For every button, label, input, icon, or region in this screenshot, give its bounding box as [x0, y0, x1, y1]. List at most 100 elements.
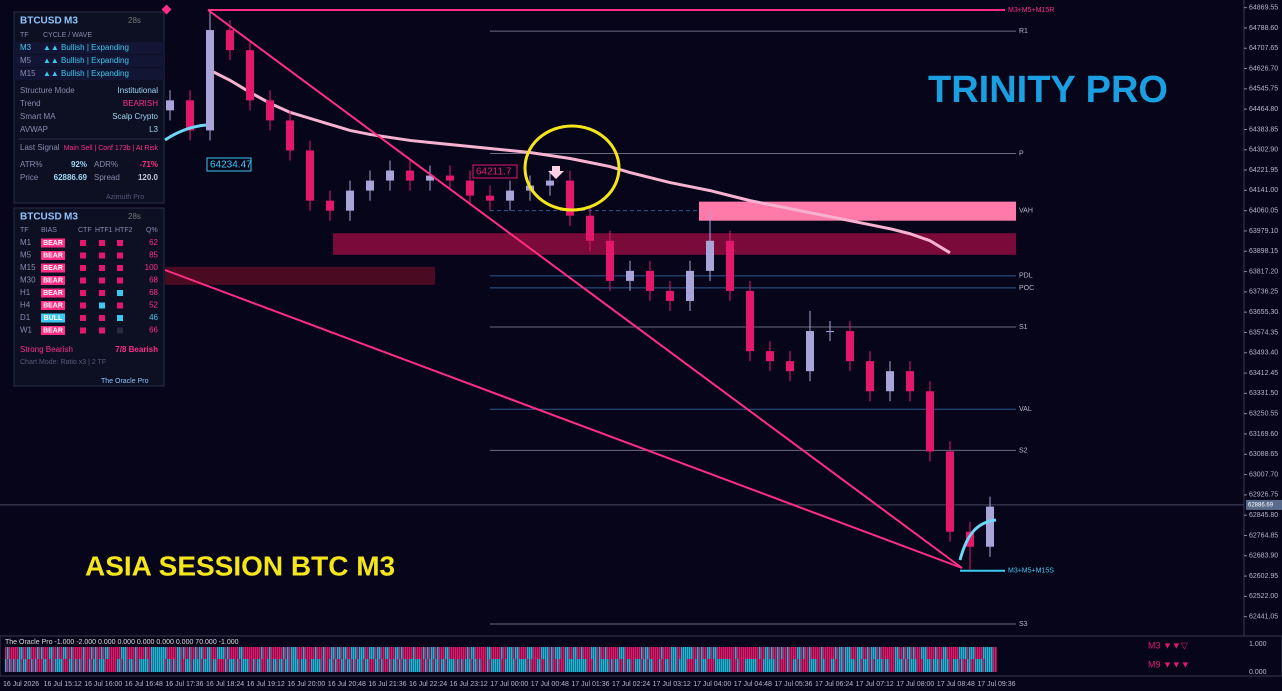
x-tick-label: 16 Jul 22:24 [409, 681, 447, 688]
oscillator-bar [391, 659, 393, 672]
oscillator-bar [447, 659, 449, 672]
oscillator-bar [691, 647, 693, 659]
oscillator-bar [639, 659, 641, 672]
candle-body [226, 30, 234, 51]
oscillator-bar [443, 647, 445, 659]
oscillator-bar [695, 659, 697, 672]
oscillator-bar [855, 659, 857, 672]
oscillator-bar [623, 647, 625, 659]
oscillator-bar [819, 647, 821, 659]
oscillator-bar [985, 659, 987, 672]
last-price-tag [1246, 499, 1282, 510]
oscillator-bar [915, 647, 917, 659]
oscillator-bar [925, 647, 927, 659]
oscillator-bar [175, 659, 177, 672]
x-tick-label: 16 Jul 23:12 [450, 681, 488, 688]
y-tick-label: 63250.55 [1249, 411, 1278, 418]
oscillator-bar [507, 659, 509, 672]
oscillator-bar [581, 659, 583, 672]
oscillator-bar [709, 659, 711, 672]
oscillator-bar [407, 647, 409, 659]
flag [117, 252, 123, 259]
oscillator-bar [727, 647, 729, 659]
oscillator-bar [861, 647, 863, 659]
oscillator-bar [91, 647, 93, 659]
oscillator-bar [45, 659, 47, 672]
oscillator-bar [931, 659, 933, 672]
oscillator-bar [913, 647, 915, 659]
bias: BEAR [43, 327, 63, 334]
candle-body [906, 371, 914, 392]
oscillator-bar [917, 647, 919, 659]
oscillator-bar [131, 659, 133, 672]
oscillator-bar [167, 647, 169, 659]
oscillator-bar [891, 659, 893, 672]
oscillator-bar [749, 659, 751, 672]
oscillator-bar [141, 659, 143, 672]
oscillator-bar [309, 647, 311, 659]
oscillator-bar [153, 647, 155, 659]
y-tick-label: 62522.00 [1249, 593, 1278, 600]
price-annotation: 64234.47 [210, 160, 252, 171]
oscillator-bar [485, 659, 487, 672]
oscillator-bar [373, 659, 375, 672]
oscillator-bar [289, 647, 291, 659]
oscillator-bar [203, 659, 205, 672]
oscillator-bar [573, 647, 575, 659]
oscillator-bar [877, 647, 879, 659]
oscillator-bar [529, 647, 531, 659]
oscillator-bar [813, 659, 815, 672]
oscillator-bar [27, 647, 29, 659]
oscillator-bar [851, 647, 853, 659]
oscillator-bar [835, 659, 837, 672]
oscillator-bar [675, 647, 677, 659]
oscillator-bar [403, 647, 405, 659]
oscillator-bar [641, 659, 643, 672]
oscillator-bar [351, 647, 353, 659]
oscillator-bar [857, 659, 859, 672]
oscillator-bar [755, 659, 757, 672]
oscillator-bar [693, 647, 695, 659]
oscillator-bar [295, 647, 297, 659]
oscillator-bar [437, 647, 439, 659]
candle-body [826, 331, 834, 333]
x-tick-label: 17 Jul 02:24 [612, 681, 650, 688]
oscillator-bar [947, 647, 949, 659]
oscillator-bar [865, 659, 867, 672]
oscillator-bar [113, 647, 115, 659]
oscillator-bar [935, 647, 937, 659]
oscillator-bar [101, 647, 103, 659]
oscillator-bar [83, 647, 85, 659]
oscillator-bar [849, 647, 851, 659]
candle-body [846, 331, 854, 362]
setting-value: Institutional [118, 86, 159, 95]
setting-name: Structure Mode [20, 86, 75, 95]
level-label: S1 [1019, 324, 1028, 331]
oscillator-bar [337, 647, 339, 659]
oscillator-bar [983, 647, 985, 659]
y-tick-label: 64788.60 [1249, 25, 1278, 32]
oscillator-bar [707, 659, 709, 672]
oscillator-bar [495, 647, 497, 659]
oscillator-bar [901, 647, 903, 659]
trend-line [164, 269, 963, 569]
candle-body [466, 180, 474, 196]
oscillator-bar [511, 659, 513, 672]
oscillator-bar [723, 647, 725, 659]
oscillator-bar [15, 647, 17, 659]
oscillator-bar [69, 647, 71, 659]
oscillator-bar [397, 659, 399, 672]
last-price-label: 62886.69 [1248, 503, 1274, 509]
oscillator-bar [387, 647, 389, 659]
stat-value: 62886.69 [54, 173, 88, 182]
oscillator-bar [229, 659, 231, 672]
oscillator-bar [123, 659, 125, 672]
flag [117, 327, 123, 334]
tf: D1 [20, 313, 31, 322]
oscillator-bar [785, 647, 787, 659]
tf: M1 [20, 238, 32, 247]
flag [80, 252, 86, 259]
oscillator-bar [341, 659, 343, 672]
quality: 68 [149, 276, 158, 285]
